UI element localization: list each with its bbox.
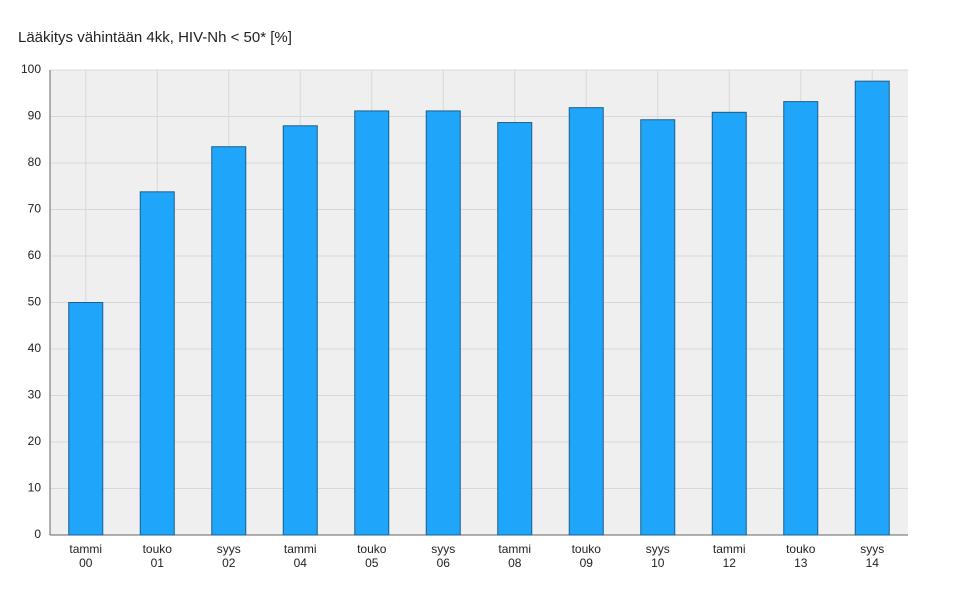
x-tick-label: 06	[437, 556, 451, 570]
x-tick-label: tammi	[69, 542, 102, 556]
x-tick-label: touko	[572, 542, 602, 556]
y-tick-label: 70	[28, 202, 42, 216]
x-tick-label: syys	[860, 542, 884, 556]
x-tick-label: tammi	[284, 542, 317, 556]
x-tick-label: 12	[723, 556, 737, 570]
x-tick-label: 00	[79, 556, 93, 570]
x-tick-label: touko	[357, 542, 387, 556]
bar	[354, 110, 390, 536]
y-tick-label: 80	[28, 155, 42, 169]
x-tick-label: 05	[365, 556, 379, 570]
bar	[854, 80, 890, 536]
bar	[425, 110, 461, 536]
bar	[568, 107, 604, 536]
x-tick-label: 02	[222, 556, 236, 570]
y-tick-label: 30	[28, 388, 42, 402]
x-tick-label: touko	[786, 542, 816, 556]
x-tick-label: 14	[866, 556, 880, 570]
x-tick-label: syys	[431, 542, 455, 556]
bar	[711, 111, 747, 536]
bar	[139, 191, 175, 536]
bar	[68, 302, 104, 536]
x-tick-label: tammi	[498, 542, 531, 556]
bar	[211, 146, 247, 536]
y-tick-label: 50	[28, 295, 42, 309]
y-tick-label: 10	[28, 481, 42, 495]
x-tick-label: syys	[217, 542, 241, 556]
x-tick-label: 09	[580, 556, 594, 570]
y-tick-label: 0	[34, 527, 41, 541]
x-tick-label: tammi	[713, 542, 746, 556]
x-tick-label: 08	[508, 556, 522, 570]
y-tick-label: 40	[28, 341, 42, 355]
x-tick-label: syys	[646, 542, 670, 556]
bar	[640, 119, 676, 536]
x-tick-label: 01	[151, 556, 165, 570]
y-tick-label: 100	[21, 62, 41, 76]
x-tick-label: touko	[143, 542, 173, 556]
bar	[497, 122, 533, 536]
y-tick-label: 90	[28, 109, 42, 123]
bar	[282, 125, 318, 536]
x-tick-label: 13	[794, 556, 808, 570]
chart-title: Lääkitys vähintään 4kk, HIV-Nh < 50* [%]	[18, 29, 292, 46]
y-tick-label: 20	[28, 434, 42, 448]
x-tick-label: 10	[651, 556, 665, 570]
y-tick-label: 60	[28, 248, 42, 262]
x-tick-label: 04	[294, 556, 308, 570]
bar	[783, 101, 819, 536]
